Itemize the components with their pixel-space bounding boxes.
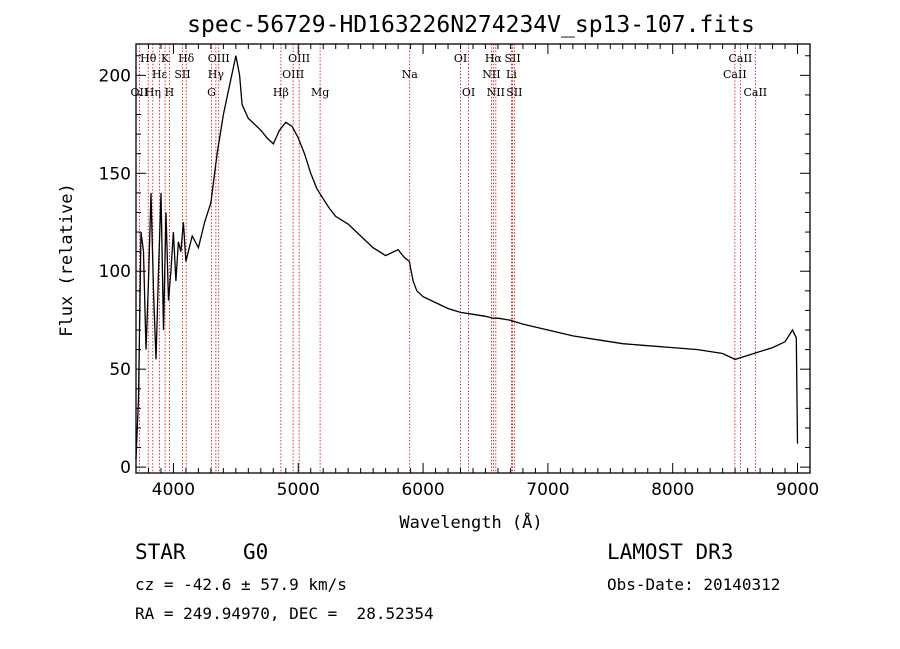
survey-name: LAMOST DR3 [607, 540, 734, 564]
coordinates: RA = 249.94970, DEC = 28.52354 [135, 604, 434, 623]
x-tick-label: 5000 [277, 480, 320, 500]
observation-date: Obs-Date: 20140312 [607, 575, 781, 594]
x-axis-ticks: 4000 5000 6000 7000 8000 9000 [135, 44, 819, 500]
spectral-line-label: SII [506, 86, 522, 99]
spectral-line-label: Hγ [208, 68, 225, 81]
x-tick-label: 9000 [776, 480, 819, 500]
spectral-line-label: K [161, 52, 170, 65]
y-axis-label: Flux (relative) [57, 183, 77, 337]
spectral-line-label: OIII [282, 68, 304, 81]
spectral-line-markers [138, 44, 756, 473]
plot-frame [135, 43, 811, 474]
spectral-line-label: SII [504, 52, 520, 65]
y-tick-label: 0 [120, 458, 131, 478]
y-tick-label: 200 [99, 66, 131, 86]
y-tick-label: 150 [99, 164, 131, 184]
spectral-line-label: Na [402, 68, 419, 81]
spectral-line-label: Hδ [178, 52, 195, 65]
y-tick-label: 50 [109, 360, 131, 380]
chart-title: spec-56729-HD163226N274234V_sp13-107.fit… [187, 12, 755, 38]
spectrum-series-line [135, 55, 799, 460]
x-tick-label: 6000 [401, 480, 444, 500]
x-tick-label: 7000 [526, 480, 569, 500]
spectral-line-label: Li [506, 68, 517, 81]
object-subclass: G0 [243, 540, 269, 564]
spectral-line-label: SII [174, 68, 190, 81]
spectral-line-label: H [165, 86, 175, 99]
redshift-value: cz = -42.6 ± 57.9 km/s [135, 575, 347, 594]
spectral-line-label: Hα [485, 52, 503, 65]
spectral-line-label: CaII [729, 52, 753, 65]
spectral-line-label: G [207, 86, 216, 99]
x-axis-label: Wavelength (Å) [399, 511, 542, 533]
x-tick-label: 8000 [651, 480, 694, 500]
y-tick-label: 100 [99, 262, 131, 282]
spectral-line-label: OIII [208, 52, 230, 65]
spectral-line-label: NII [482, 68, 500, 81]
spectral-line-label: Hη [145, 86, 161, 99]
spectrum-chart: spec-56729-HD163226N274234V_sp13-107.fit… [57, 12, 819, 533]
spectral-line-label: Mg [311, 86, 329, 99]
spectral-line-label: OII [131, 86, 149, 99]
spectral-line-label: Hθ [140, 52, 157, 65]
spectral-line-label: OIII [288, 52, 310, 65]
spectral-line-label: OI [454, 52, 467, 65]
object-class: STAR [135, 540, 186, 564]
spectral-line-label: OI [462, 86, 475, 99]
spectral-line-label: Hε [152, 68, 168, 81]
x-tick-label: 4000 [152, 480, 195, 500]
spectral-line-label: CaII [743, 86, 767, 99]
spectral-line-label: NII [487, 86, 505, 99]
spectral-line-label: CaII [723, 68, 747, 81]
y-axis-ticks: 0 50 100 150 200 [99, 55, 810, 478]
spectral-line-label: Hβ [273, 86, 289, 99]
